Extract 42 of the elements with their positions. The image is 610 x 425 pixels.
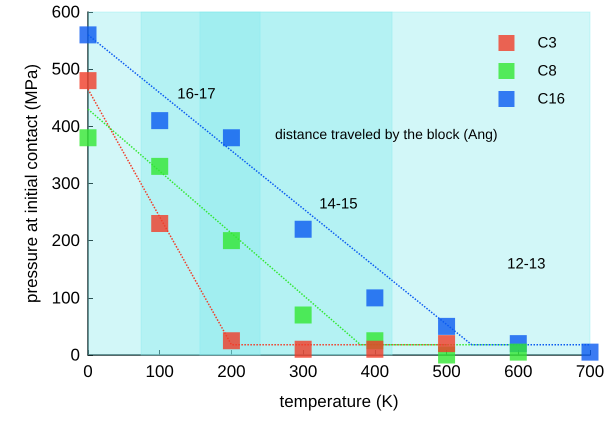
legend-label: C8 [537,62,557,80]
point [510,344,527,361]
point [582,344,598,361]
legend-label: C16 [537,90,566,108]
annotation: distance traveled by the block (Ang) [275,126,498,142]
point [80,26,96,44]
legend-label: C3 [537,34,557,52]
point [222,332,240,350]
point [438,318,456,335]
point [80,72,96,90]
y-tick-label: 200 [52,231,80,250]
x-tick-label: 0 [83,362,93,381]
band-label: 16-17 [177,86,216,102]
x-axis-title: temperature (K) [279,392,399,411]
y-tick-label: 300 [52,174,80,193]
x-tick-label: 600 [504,362,532,381]
point [151,158,168,175]
x-tick-label: 100 [146,362,174,381]
point [80,129,96,146]
x-tick-label: 700 [576,362,604,381]
x-tick-label: 300 [288,362,318,381]
point [366,289,384,306]
point [222,129,240,146]
x-tick-label: 500 [432,362,461,381]
x-tick-label: 200 [217,362,246,381]
point [294,306,312,324]
y-axis-title: pressure at initial contact (MPa) [22,64,41,304]
y-tick-label: 500 [52,60,80,79]
point [151,215,168,232]
point [294,340,312,358]
point [151,112,168,130]
point [366,340,384,358]
point [222,232,240,250]
point [438,335,456,352]
y-tick-label: 100 [52,288,80,308]
point [294,220,312,238]
band-label: 14-15 [319,196,358,212]
y-tick-label: 400 [52,116,80,136]
band-label: 12-13 [507,256,546,272]
x-tick-label: 400 [360,362,390,381]
y-tick-label: 600 [52,2,80,22]
y-tick-label: 0 [70,346,80,364]
